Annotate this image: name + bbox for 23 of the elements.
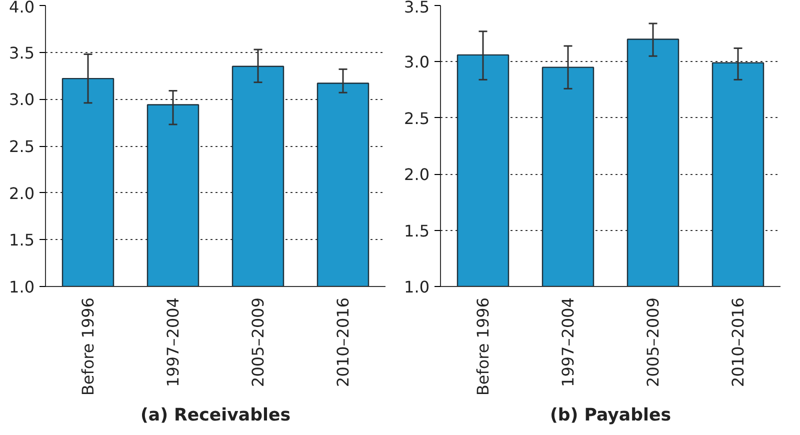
text: (a) Receivables bbox=[140, 406, 291, 426]
y-tick-label: 3.5 bbox=[404, 0, 430, 16]
text: (b) Payables bbox=[550, 406, 672, 426]
y-tick-label: 2.5 bbox=[404, 108, 430, 128]
y-tick-label: 1.5 bbox=[404, 221, 430, 240]
x-tick-label: 2005–2009 bbox=[644, 298, 662, 387]
x-tick-label: 2010–2016 bbox=[334, 298, 352, 387]
x-tick-label: 1997–2004 bbox=[164, 298, 182, 387]
x-tick-label: 2005–2009 bbox=[248, 298, 268, 387]
y-tick-label: 2.0 bbox=[404, 165, 430, 184]
y-tick-label: 2.5 bbox=[9, 137, 35, 156]
x-tick-label: 1997–2004 bbox=[558, 298, 578, 387]
x-tick-label: Before 1996 bbox=[474, 297, 492, 396]
y-tick-label: 1.0 bbox=[9, 278, 35, 296]
y-tick-label: 1.0 bbox=[404, 278, 430, 296]
y-tick-label: 4.0 bbox=[9, 0, 35, 16]
y-tick-label: 3.5 bbox=[9, 43, 35, 62]
y-tick-label: 3.0 bbox=[9, 90, 35, 110]
x-tick-label: 2010–2016 bbox=[728, 298, 748, 387]
y-tick-label: 3.0 bbox=[404, 52, 430, 72]
y-tick-label: 1.5 bbox=[9, 230, 35, 250]
x-tick-label: Before 1996 bbox=[78, 297, 98, 396]
y-tick-label: 2.0 bbox=[9, 184, 35, 203]
